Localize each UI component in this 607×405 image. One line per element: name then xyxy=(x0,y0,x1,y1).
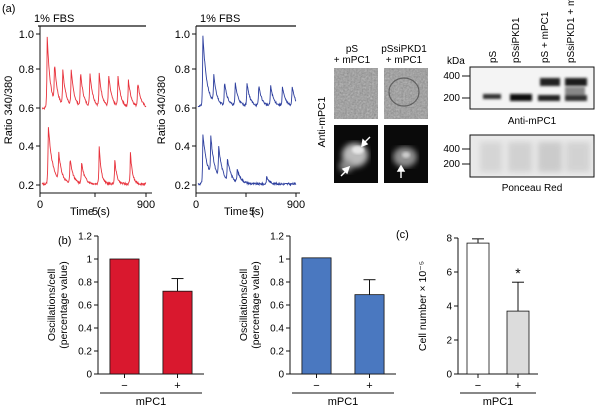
micro-col1-line2: + mPC1 xyxy=(334,55,371,66)
category-label: + xyxy=(366,380,372,392)
trace-blue-top xyxy=(197,35,297,108)
ytick-red-1: 1.0 xyxy=(19,29,34,41)
category-label: + xyxy=(515,380,521,392)
x-axis-label: mPC1 xyxy=(136,396,167,405)
y-tick-label: 0 xyxy=(446,370,452,381)
y-axis-label: Oscillations/cell(percentage value) xyxy=(46,261,70,349)
bar xyxy=(466,242,490,375)
microscopy-panel: pS + mPC1 pSsiPKD1 + mPC1 Anti-mPC1 xyxy=(316,44,428,183)
marker-400-bottom: 400 xyxy=(443,144,460,155)
xtick-red-5: 5 xyxy=(92,206,98,218)
ylabel-blue: Ratio 340/380 xyxy=(156,76,168,145)
marker-400-top: 400 xyxy=(443,71,460,82)
y-tick-label: 0.4 xyxy=(78,324,92,335)
y-axis-label: Cell number × 10⁻⁵ xyxy=(417,261,429,351)
trace-red-top xyxy=(41,36,147,111)
xtick-blue-0: 0 xyxy=(193,199,199,211)
panel-label-a: (a) xyxy=(2,3,15,15)
y-tick-label: 8 xyxy=(446,234,452,245)
y-tick-label: 0.8 xyxy=(78,278,92,289)
panel-label-b: (b) xyxy=(58,235,71,247)
blot-antibody-label: Anti-mPC1 xyxy=(508,116,557,127)
ytick-red-2: 0.8 xyxy=(19,64,34,76)
bar xyxy=(162,290,193,375)
y-tick-label: 6 xyxy=(446,268,452,279)
y-tick-label: 2 xyxy=(446,336,452,347)
xtick-red-0: 0 xyxy=(37,199,43,211)
marker-200-top: 200 xyxy=(443,93,460,104)
xlabel-time-red: Time (s) xyxy=(70,206,110,218)
xtick-blue-5: 5 xyxy=(249,206,255,218)
lane-label-4: pSsiPKD1 + mPC1 xyxy=(566,0,577,63)
y-tick-label: 1.2 xyxy=(270,232,284,243)
y-tick-label: 4 xyxy=(446,302,452,313)
marker-200-bottom: 200 xyxy=(443,159,460,170)
ytick-red-3: 0.6 xyxy=(19,103,34,115)
y-tick-label: 0.6 xyxy=(78,301,92,312)
category-label: − xyxy=(313,380,319,392)
western-blot-panel: kDa 400 200 pS pSsiPKD1 pS + mPC1 pSsiPK… xyxy=(443,0,595,194)
trace-panel-blue: 1% FBS 1.0 0.8 0.6 0.4 0.2 0 5 900 Time … xyxy=(156,13,305,218)
x-axis-label: mPC1 xyxy=(483,396,514,405)
ytick-blue-4: 0.4 xyxy=(175,141,190,153)
bar-chart-red: 0 0.2 0.4 0.6 0.8 1 1.2 − + mPC1 Oscillations/cell… xyxy=(46,232,204,405)
bar xyxy=(109,258,140,375)
blot-membrane xyxy=(469,66,595,110)
y-tick-label: 0.6 xyxy=(270,301,284,312)
trace-panel-red: 1% FBS 1.0 0.8 0.6 0.4 0.2 0 5 900 Time … xyxy=(3,13,155,218)
ylabel-red: Ratio 340/380 xyxy=(3,76,15,145)
trace-red-bottom xyxy=(41,127,147,187)
bar xyxy=(301,257,332,375)
micro-col1-line1: pS xyxy=(346,44,359,55)
y-tick-label: 0.8 xyxy=(270,278,284,289)
arrow-icon xyxy=(396,164,406,178)
bar-chart-cell-number: 0 2 4 6 8 − +mPC1 Cell number × 10⁻⁵ * xyxy=(417,234,538,405)
lane-label-3: pS + mPC1 xyxy=(540,11,551,63)
kda-label: kDa xyxy=(447,56,465,67)
ponceau-label: Ponceau Red xyxy=(502,183,563,194)
ytick-red-5: 0.2 xyxy=(19,180,34,192)
lane-label-2: pSsiPKD1 xyxy=(511,17,522,63)
xtick-blue-900: 900 xyxy=(287,199,305,211)
ytick-blue-1: 1.0 xyxy=(175,29,190,41)
trace-blue-bottom xyxy=(197,134,297,187)
micro-col2-line1: pSsiPKD1 xyxy=(381,44,427,55)
y-tick-label: 0 xyxy=(278,370,284,381)
category-label: + xyxy=(174,380,180,392)
y-tick-label: 1 xyxy=(278,255,284,266)
category-label: − xyxy=(121,380,127,392)
lane-label-1: pS xyxy=(488,50,499,63)
x-axis-label: mPC1 xyxy=(328,396,359,405)
ytick-blue-5: 0.2 xyxy=(175,180,190,192)
ytick-blue-2: 0.8 xyxy=(175,64,190,76)
y-tick-label: 0.2 xyxy=(270,347,284,358)
y-tick-label: 1.2 xyxy=(78,232,92,243)
micro-col2-line2: + mPC1 xyxy=(386,55,423,66)
category-label: − xyxy=(475,380,481,392)
ytick-blue-3: 0.6 xyxy=(175,103,190,115)
panel-label-c: (c) xyxy=(396,229,409,241)
y-tick-label: 0.4 xyxy=(270,324,284,335)
xlabel-time-blue: Time (s) xyxy=(224,206,264,218)
arrow-icon xyxy=(340,136,371,177)
fbs-label-blue: 1% FBS xyxy=(200,13,240,25)
bar xyxy=(506,310,530,375)
y-tick-label: 0 xyxy=(86,370,92,381)
micro-row-label: Anti-mPC1 xyxy=(316,96,328,147)
xtick-red-900: 900 xyxy=(137,199,155,211)
y-tick-label: 0.2 xyxy=(78,347,92,358)
y-axis-label: Oscillations/cell(percentage value) xyxy=(238,261,262,349)
ytick-red-4: 0.4 xyxy=(19,141,34,153)
y-tick-label: 1 xyxy=(86,255,92,266)
significance-marker: * xyxy=(515,265,521,281)
fbs-label-red: 1% FBS xyxy=(34,13,74,25)
bar-chart-blue: 0 0.2 0.4 0.6 0.8 1 1.2 − + mPC1 Oscillations/cell… xyxy=(238,232,396,405)
bar xyxy=(354,294,385,375)
